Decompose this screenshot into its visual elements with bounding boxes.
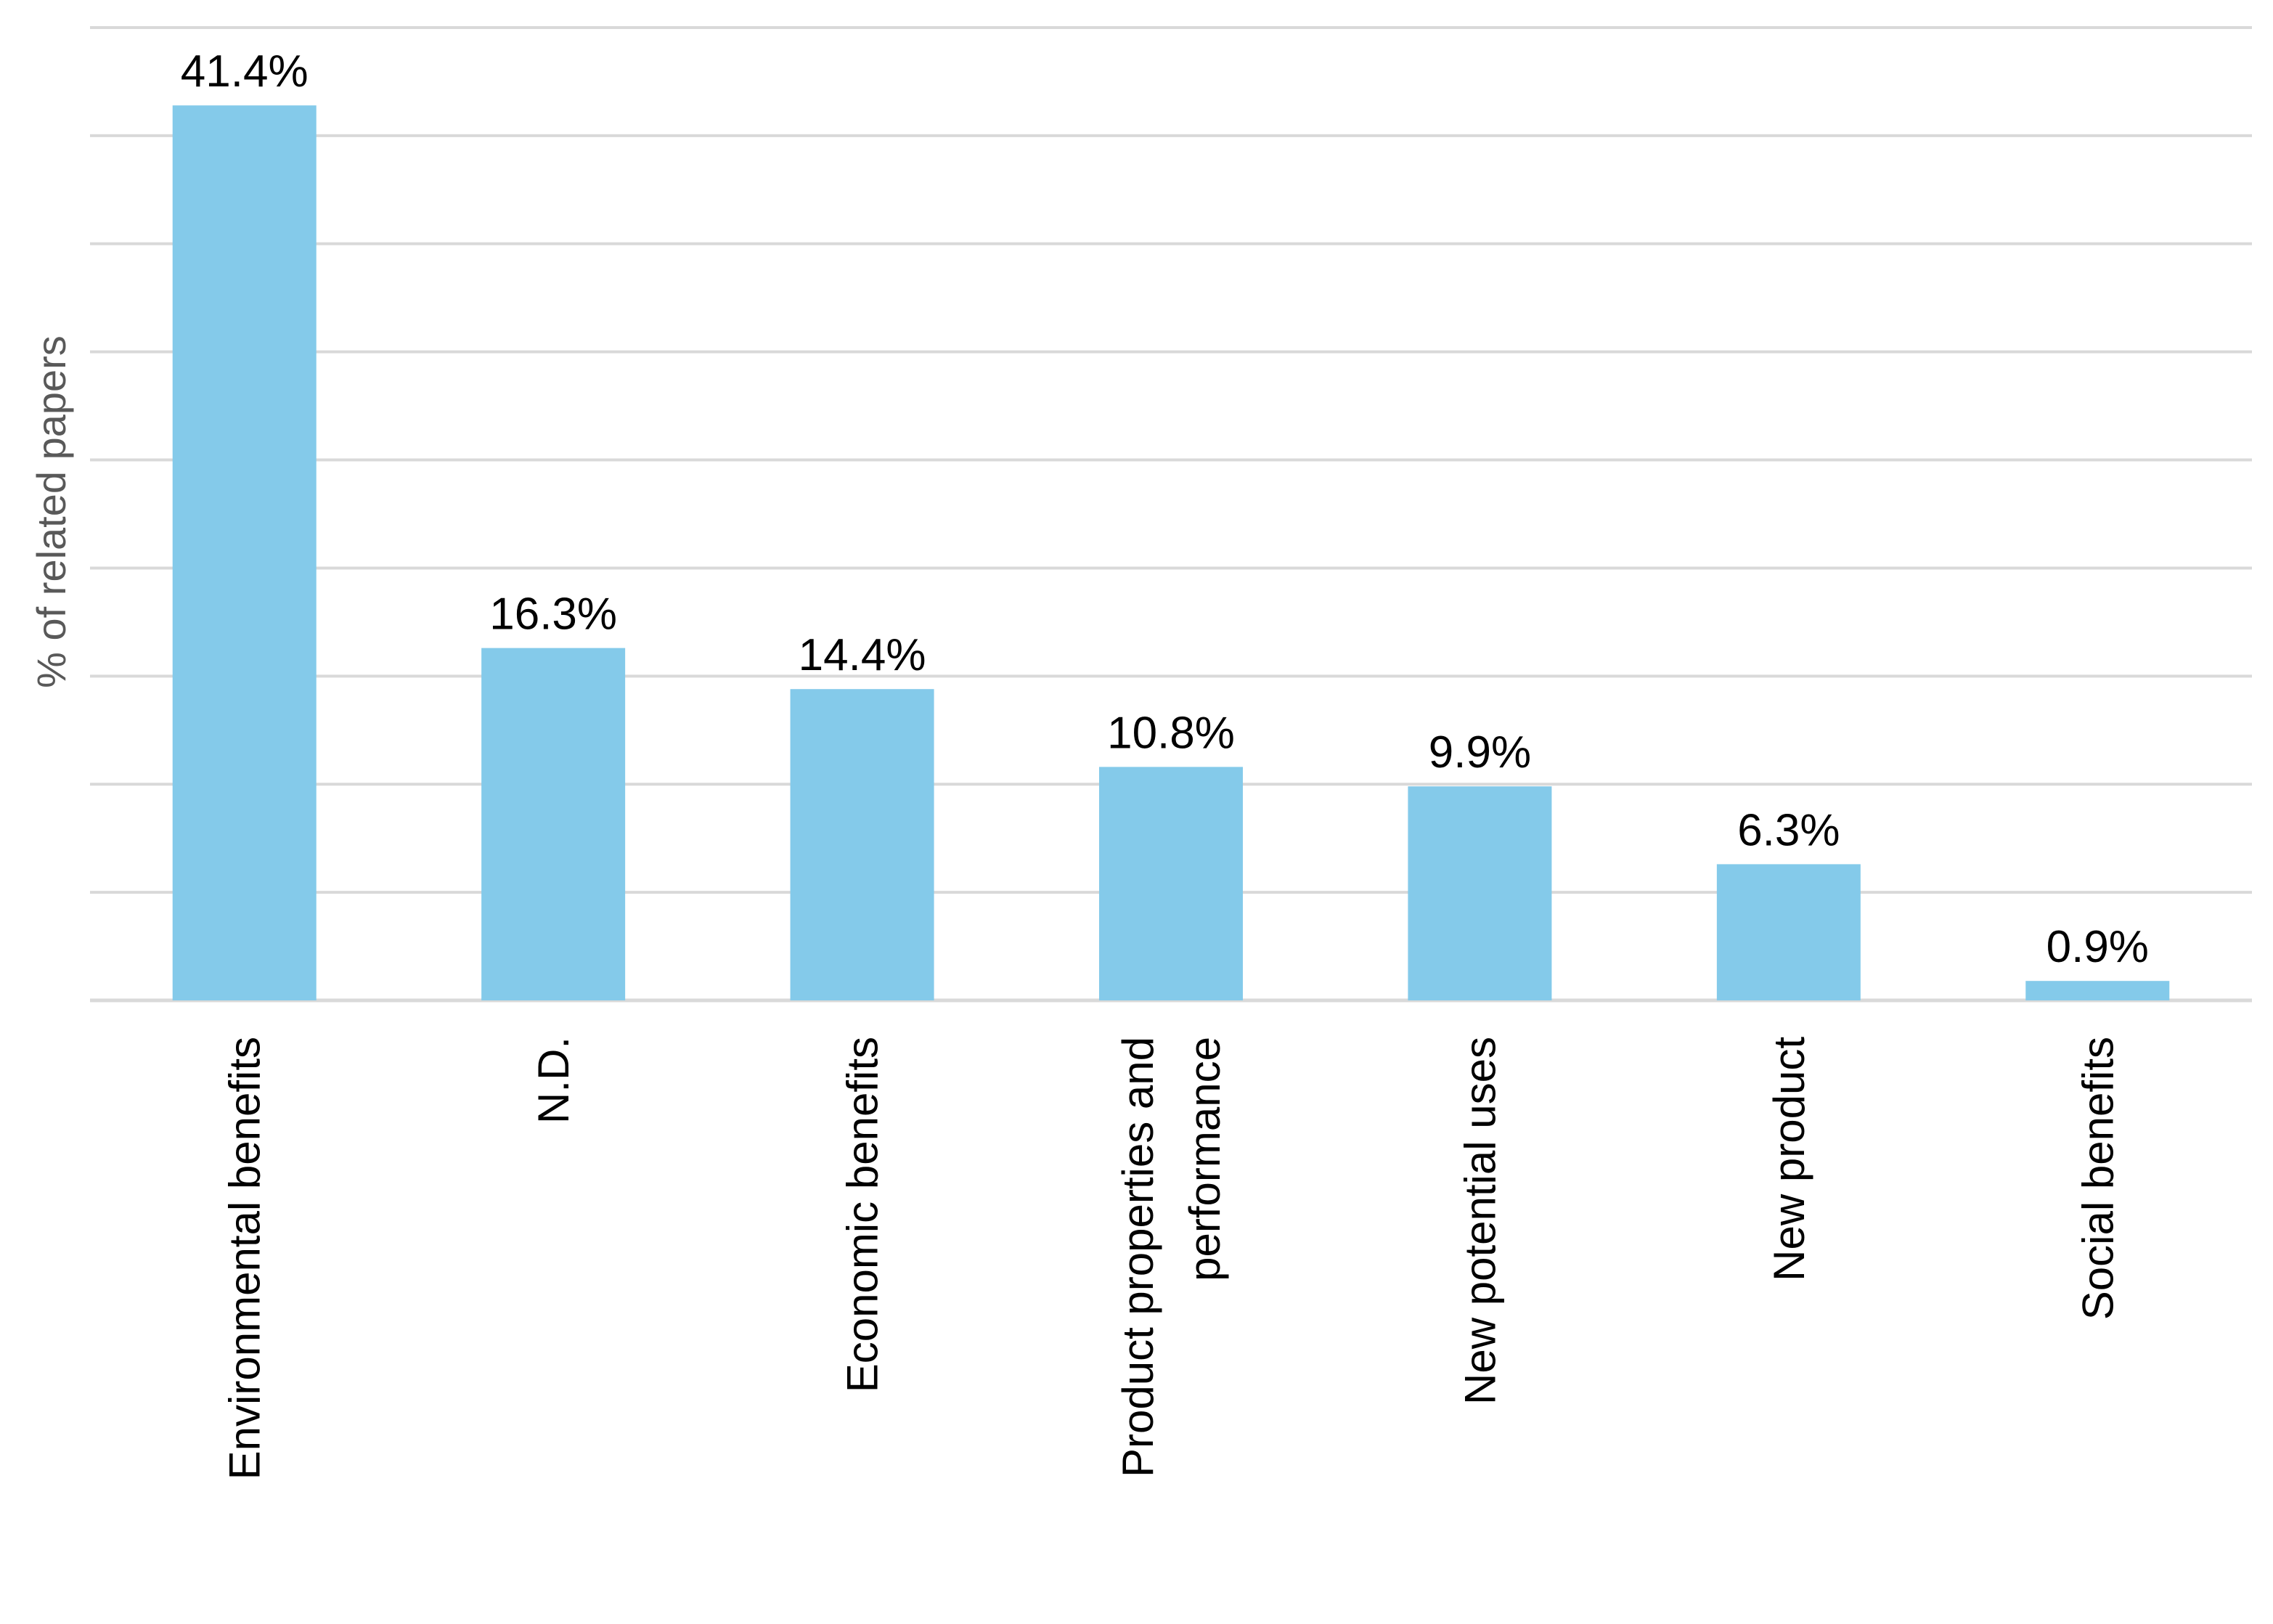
data-label: 10.8%	[1107, 708, 1235, 758]
bar	[790, 689, 934, 1000]
category-label-line: Social benefits	[2073, 1037, 2122, 1320]
category-label: Environmental benefits	[221, 1037, 269, 1480]
category-label-line: New product	[1765, 1037, 1813, 1281]
bar	[481, 648, 626, 1000]
category-label-line: Product properties and	[1114, 1037, 1162, 1477]
bar	[1099, 767, 1243, 1000]
bar	[2025, 981, 2170, 1000]
category-label: Product properties and performance	[1114, 1037, 1229, 1477]
category-label-line: performance	[1180, 1037, 1229, 1281]
category-label-line: N.D.	[529, 1037, 578, 1124]
category-label: Economic benefits	[838, 1037, 887, 1392]
data-label: 14.4%	[799, 630, 926, 680]
category-label-line: Economic benefits	[838, 1037, 887, 1392]
bar	[1716, 864, 1861, 1000]
bars	[172, 105, 2170, 1001]
category-labels: Environmental benefits N.D. Economic benef…	[221, 1037, 2123, 1480]
data-label: 0.9%	[2046, 922, 2149, 972]
category-label: New potential uses	[1456, 1037, 1504, 1405]
category-label: New product	[1765, 1037, 1813, 1281]
data-label: 6.3%	[1737, 805, 1840, 855]
category-label-line: Environmental benefits	[221, 1037, 269, 1480]
data-labels: 41.4% 16.3% 14.4% 10.8% 9.9% 6.3% 0.9%	[181, 46, 2149, 972]
category-label: Social benefits	[2073, 1037, 2122, 1320]
category-label-line: New potential uses	[1456, 1037, 1504, 1405]
bar	[1408, 786, 1552, 1000]
category-label: N.D.	[529, 1037, 578, 1124]
bar	[172, 105, 317, 1001]
data-label: 41.4%	[181, 46, 309, 97]
data-label: 9.9%	[1429, 727, 1531, 778]
y-axis-title: % of related papers	[28, 335, 74, 688]
data-label: 16.3%	[489, 589, 617, 640]
